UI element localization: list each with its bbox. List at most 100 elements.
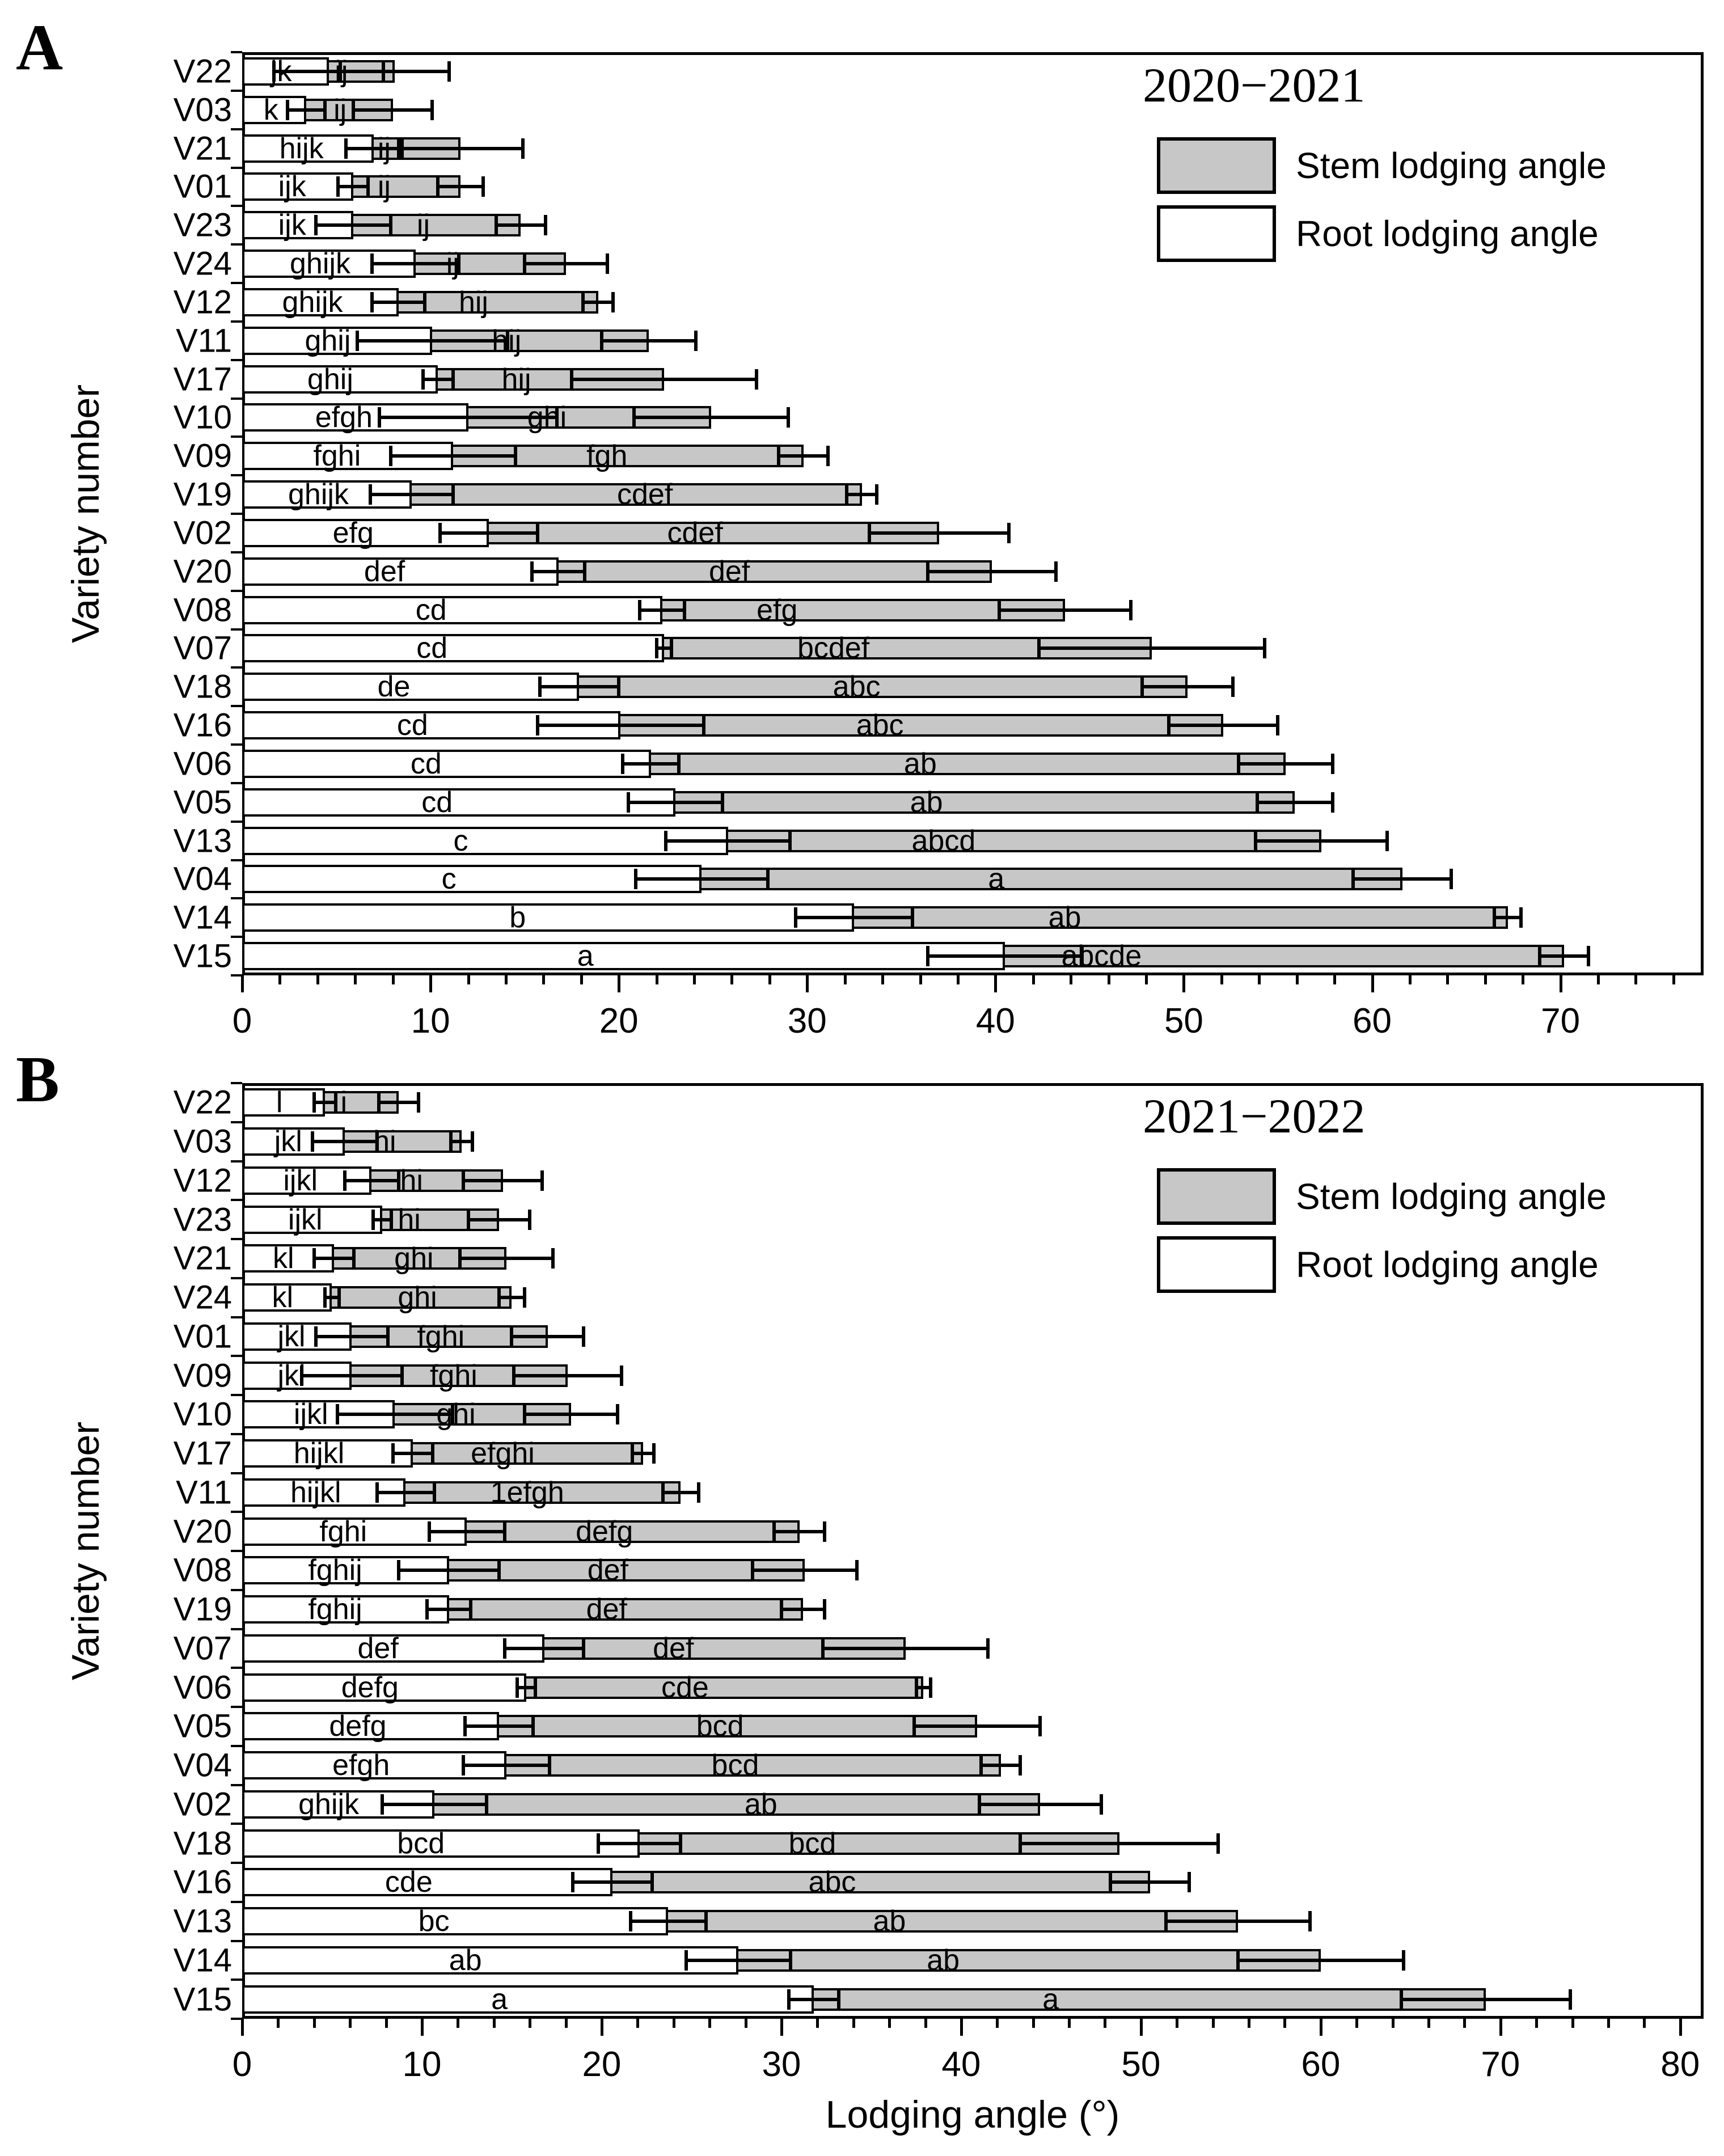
root-error-bar — [422, 377, 453, 381]
variety-label: V08 — [173, 591, 232, 629]
stem-error-bar — [753, 1569, 857, 1572]
y-tick — [231, 205, 242, 208]
stem-error-bar — [525, 262, 608, 266]
stem-letter: ab — [927, 1943, 960, 1977]
stem-error-cap-right — [754, 369, 758, 390]
root-bar — [242, 865, 702, 894]
stem-error-cap-right — [787, 407, 791, 428]
stem-error-cap-right — [616, 1404, 620, 1425]
stem-error-cap-right — [551, 1248, 555, 1269]
stem-error-cap-right — [1308, 1911, 1312, 1932]
x-minor-tick — [1333, 975, 1337, 984]
y-tick — [231, 513, 242, 515]
x-minor-tick — [1104, 2019, 1107, 2028]
root-error-cap-right — [911, 907, 915, 928]
variety-label: V06 — [173, 745, 232, 783]
stem-error-cap-right — [1216, 1833, 1220, 1854]
root-error-cap-right — [677, 753, 681, 774]
x-major-tick — [618, 975, 621, 992]
y-tick — [231, 1783, 242, 1786]
root-letter: jk — [270, 54, 292, 88]
root-error-cap-left — [530, 561, 534, 582]
root-error-cap-right — [386, 1326, 390, 1347]
y-tick — [231, 358, 242, 361]
stem-error-cap-right — [1263, 638, 1267, 659]
root-error-cap-right — [683, 599, 687, 620]
variety-label: V17 — [173, 361, 232, 398]
root-error-cap-right — [650, 1872, 654, 1893]
stem-error-cap-right — [1054, 561, 1058, 582]
stem-error-cap-left — [821, 1638, 825, 1659]
x-minor-tick — [956, 975, 960, 984]
root-letter: fghij — [308, 1593, 362, 1626]
stem-error-cap-left — [495, 215, 498, 236]
stem-letter: hij — [492, 324, 522, 357]
stem-error-bar — [438, 185, 484, 189]
variety-label: V09 — [173, 1357, 232, 1394]
root-letter: efgh — [315, 401, 373, 434]
stem-error-bar — [340, 69, 450, 73]
stem-error-bar — [979, 1802, 1102, 1806]
root-letter: jkl — [277, 1359, 306, 1392]
x-minor-tick — [1571, 2019, 1574, 2028]
root-error-bar — [315, 1334, 388, 1338]
stem-error-bar — [1540, 954, 1589, 958]
stem-error-cap-right — [430, 99, 434, 120]
legend-b-stem-label: Stem lodging angle — [1296, 1176, 1607, 1217]
root-letter: bcd — [397, 1827, 445, 1860]
stem-error-bar — [822, 1646, 988, 1650]
x-axis-title: Lodging angle (°) — [825, 2093, 1120, 2136]
root-bar — [242, 1634, 544, 1663]
stem-error-cap-right — [929, 1677, 932, 1698]
x-major-tick — [429, 975, 433, 992]
stem-error-cap-right — [1587, 946, 1591, 967]
root-error-cap-left — [571, 1872, 575, 1893]
root-error-cap-right — [423, 291, 427, 312]
root-letter: ghijk — [282, 285, 343, 319]
stem-error-bar — [378, 1101, 419, 1105]
root-letter: fghij — [308, 1554, 362, 1587]
stem-error-cap-right — [822, 1521, 826, 1542]
x-minor-tick — [1446, 975, 1450, 984]
root-letter: cd — [410, 747, 442, 780]
y-tick — [231, 1394, 242, 1396]
root-error-cap-left — [371, 1209, 375, 1230]
variety-label: V06 — [173, 1669, 232, 1706]
y-tick — [231, 1979, 242, 1981]
stem-error-bar — [999, 608, 1131, 612]
stem-error-cap-left — [979, 1755, 983, 1776]
x-tick-label: 60 — [1353, 1001, 1392, 1041]
y-tick — [231, 1199, 242, 1202]
x-minor-tick — [1355, 2019, 1359, 2028]
stem-error-cap-right — [481, 176, 485, 197]
variety-label: V08 — [173, 1552, 232, 1589]
stem-error-bar — [398, 146, 523, 150]
root-letter: efgh — [332, 1749, 390, 1782]
stem-error-bar — [1020, 1841, 1219, 1845]
x-major-tick — [960, 2019, 963, 2036]
stem-letter: ab — [873, 1905, 906, 1938]
stem-error-cap-left — [751, 1560, 755, 1581]
stem-letter: ij — [416, 209, 430, 242]
stem-error-cap-right — [522, 1287, 526, 1308]
root-error-cap-right — [679, 1833, 683, 1854]
root-letter: kl — [272, 1281, 294, 1314]
stem-error-cap-left — [632, 407, 636, 428]
root-bar — [242, 1985, 814, 2014]
root-error-cap-left — [355, 330, 359, 351]
x-minor-tick — [919, 975, 922, 984]
stem-letter: i — [340, 1086, 348, 1119]
stem-letter: defg — [576, 1515, 633, 1548]
stem-error-bar — [1168, 724, 1278, 728]
root-letter: cd — [396, 709, 428, 742]
stem-error-cap-left — [461, 1170, 465, 1191]
root-error-cap-left — [421, 369, 425, 390]
stem-error-cap-right — [540, 1170, 544, 1191]
y-tick — [231, 2018, 242, 2020]
stem-error-bar — [463, 1178, 543, 1182]
stem-error-cap-left — [600, 330, 604, 351]
root-error-bar — [274, 69, 384, 73]
y-tick — [231, 1667, 242, 1669]
root-error-bar — [788, 1997, 839, 2001]
x-tick-label: 40 — [975, 1001, 1015, 1041]
